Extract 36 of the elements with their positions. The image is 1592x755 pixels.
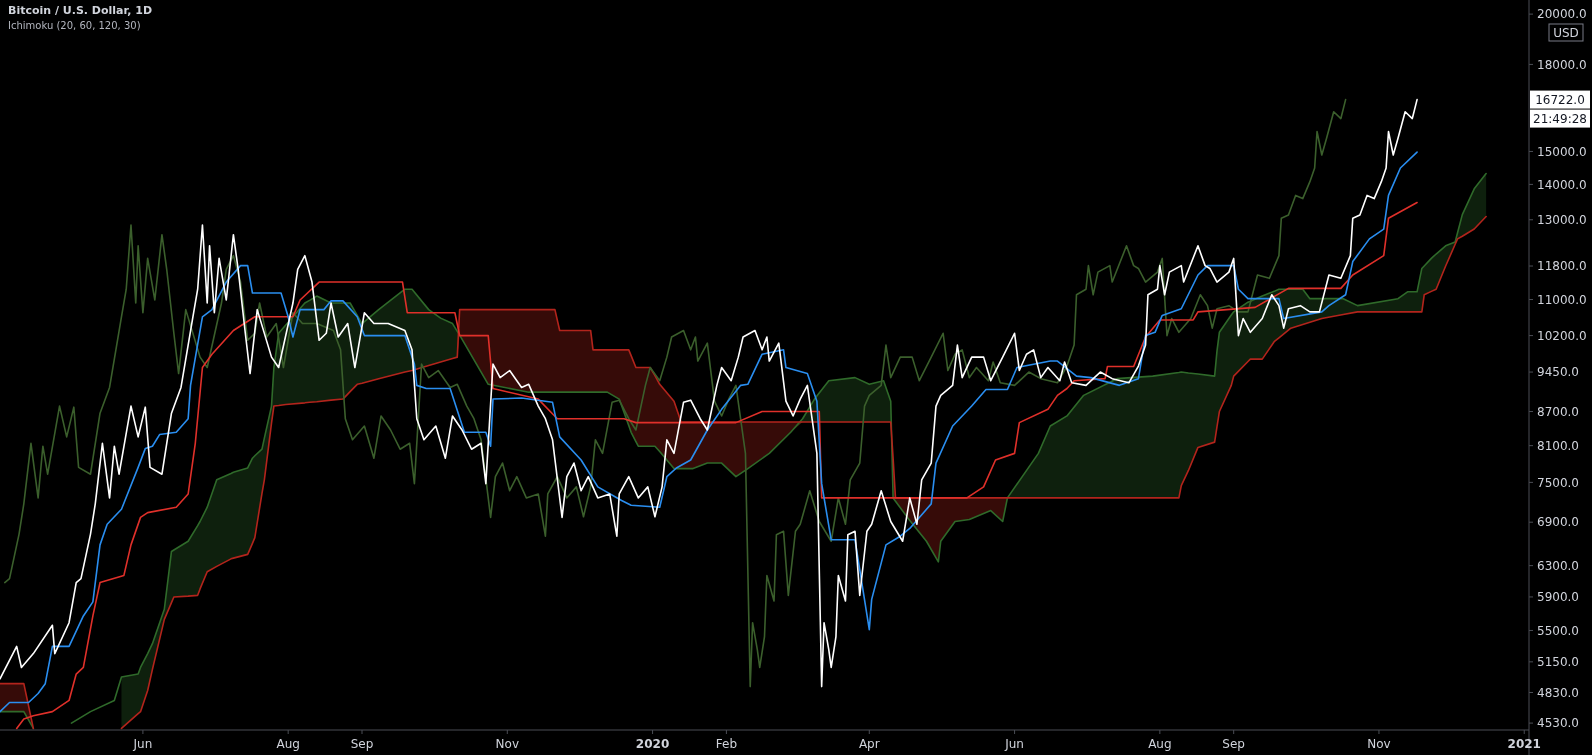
x-tick-label: Jun xyxy=(1004,737,1024,751)
x-tick-label: Apr xyxy=(858,737,880,751)
y-tick-label: 15000.0 xyxy=(1537,144,1587,159)
y-tick-label: 5500.0 xyxy=(1537,623,1579,638)
text: USD xyxy=(1553,26,1579,41)
x-tick-label: Jun xyxy=(132,737,153,751)
y-tick-label: 8100.0 xyxy=(1537,438,1579,453)
x-tick-label: Sep xyxy=(350,737,374,751)
text: 16722.0 xyxy=(1535,92,1585,107)
y-tick-label: 13000.0 xyxy=(1537,212,1587,227)
y-tick-label: 4830.0 xyxy=(1537,685,1579,700)
y-tick-label: 6900.0 xyxy=(1537,515,1579,530)
y-tick-label: 5150.0 xyxy=(1537,655,1579,670)
x-tick-label: Feb xyxy=(715,737,738,751)
x-tick-label: Aug xyxy=(276,737,300,751)
y-tick-label: 5900.0 xyxy=(1537,590,1579,605)
y-tick-label: 4530.0 xyxy=(1537,716,1579,731)
y-tick-label: 9450.0 xyxy=(1537,365,1579,380)
x-tick-label: 2021 xyxy=(1507,737,1541,751)
y-tick-label: 20000.0 xyxy=(1537,7,1587,22)
text: 21:49:28 xyxy=(1533,111,1587,126)
y-tick-label: 11800.0 xyxy=(1537,259,1587,274)
y-tick-label: 11000.0 xyxy=(1537,292,1587,307)
y-tick-label: 14000.0 xyxy=(1537,177,1587,192)
text: Ichimoku (20, 60, 120, 30) xyxy=(8,20,141,31)
x-tick-label: Aug xyxy=(1148,737,1172,751)
x-tick-label: 2020 xyxy=(635,737,670,751)
y-tick-label: 8700.0 xyxy=(1537,404,1579,419)
x-tick-label: Nov xyxy=(1367,737,1391,751)
x-tick-label: Sep xyxy=(1222,737,1245,751)
x-tick-label: Nov xyxy=(495,737,519,751)
y-tick-label: 7500.0 xyxy=(1537,475,1579,490)
y-tick-label: 6300.0 xyxy=(1537,558,1579,573)
y-tick-label: 10200.0 xyxy=(1537,328,1587,343)
chart-title: Bitcoin / U.S. Dollar, 1D xyxy=(8,4,153,17)
y-tick-label: 18000.0 xyxy=(1537,57,1587,72)
